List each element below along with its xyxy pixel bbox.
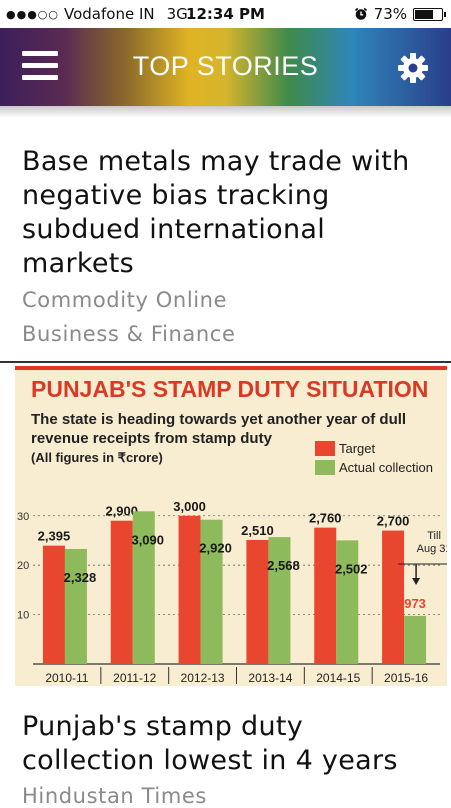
data-label: 2,760 [309, 511, 342, 526]
battery-group: 73% [354, 5, 446, 23]
x-tick-label: 2013-14 [248, 671, 292, 685]
x-tick-label: 2010-11 [45, 671, 88, 685]
chart-title: PUNJAB'S STAMP DUTY SITUATION [31, 376, 429, 402]
app-title: TOP STORIES [132, 51, 319, 81]
x-tick-label: 2011-12 [113, 671, 156, 685]
legend-swatch-target [315, 441, 335, 456]
story-category: Business & Finance [22, 322, 236, 346]
legend-actual: Actual collection [315, 460, 433, 475]
story-headline[interactable]: Base metals may trade with negative bias… [22, 146, 410, 279]
status-time: 12:34 PM [186, 5, 265, 23]
bar-chart-plot: 10 20 30 2,395 2,328 2010-11 2,900 3,090 2011-12… [17, 499, 447, 685]
story-source: Commodity Online [22, 288, 228, 312]
battery-icon [413, 7, 446, 21]
data-label: 973 [404, 596, 426, 611]
story-divider [0, 361, 451, 363]
bar-actual [336, 540, 359, 664]
data-label: 2,328 [64, 570, 97, 585]
x-tick-label: 2014-15 [316, 671, 360, 685]
data-label: 2,395 [38, 529, 71, 544]
data-label: 2,920 [199, 541, 232, 556]
data-label: 2,700 [377, 514, 410, 529]
bar-actual [64, 548, 87, 664]
bar-target [110, 520, 133, 664]
app-bar: TOP STORIES [0, 28, 451, 106]
data-label: 2,900 [105, 504, 138, 519]
bar-target [178, 515, 201, 664]
data-label: 2,502 [335, 561, 368, 576]
bar-target [314, 527, 337, 664]
carrier-group: ●●●○○ Vodafone IN 3G [6, 5, 188, 23]
app-bar-shadow [0, 106, 451, 118]
story-chart-image[interactable]: PUNJAB'S STAMP DUTY SITUATION The state … [15, 366, 447, 686]
network-type: 3G [166, 5, 188, 23]
status-bar: ●●●○○ Vodafone IN 3G 12:34 PM 73% [0, 0, 451, 28]
x-tick-label: 2012-13 [181, 671, 225, 685]
carrier-name: Vodafone IN [64, 5, 155, 23]
legend-target: Target [315, 441, 375, 456]
annotation-text: Till [427, 530, 441, 542]
bar-actual [404, 615, 427, 664]
y-tick-label: 30 [17, 511, 29, 523]
data-label: 2,568 [267, 558, 300, 573]
bar-actual [132, 511, 155, 664]
legend-swatch-actual [315, 460, 335, 475]
bar-actual [200, 519, 223, 664]
gear-icon[interactable] [397, 52, 429, 84]
hamburger-menu-icon[interactable] [22, 51, 58, 81]
legend-label-target: Target [339, 441, 376, 456]
story-source: Hindustan Times [22, 784, 207, 808]
bar-target [246, 539, 269, 664]
chart-top-rule [15, 366, 447, 370]
alarm-clock-icon [354, 7, 367, 20]
battery-level-fill [415, 9, 434, 19]
bar-target [382, 530, 405, 664]
legend-label-actual: Actual collection [339, 460, 433, 475]
x-tick-label: 2015-16 [384, 671, 428, 685]
bar-actual [268, 537, 291, 664]
chart-subtitle-line: The state is heading towards yet another… [31, 411, 407, 428]
y-tick-label: 10 [17, 610, 29, 622]
bar-target [42, 545, 65, 664]
chart-units-note: (All figures in ₹crore) [31, 450, 163, 465]
annotation-text: Aug 31 [417, 543, 447, 555]
data-label: 3,090 [131, 532, 164, 547]
battery-percent: 73% [373, 5, 407, 23]
story-headline[interactable]: Punjab's stamp duty collection lowest in… [22, 711, 398, 776]
chart-subtitle-line: revenue receipts from stamp duty [31, 430, 272, 447]
signal-strength-icon: ●●●○○ [6, 7, 59, 21]
data-label: 3,000 [173, 499, 206, 514]
annotation-arrowhead [412, 578, 421, 585]
data-label: 2,510 [241, 523, 274, 538]
y-tick-label: 20 [17, 560, 29, 572]
